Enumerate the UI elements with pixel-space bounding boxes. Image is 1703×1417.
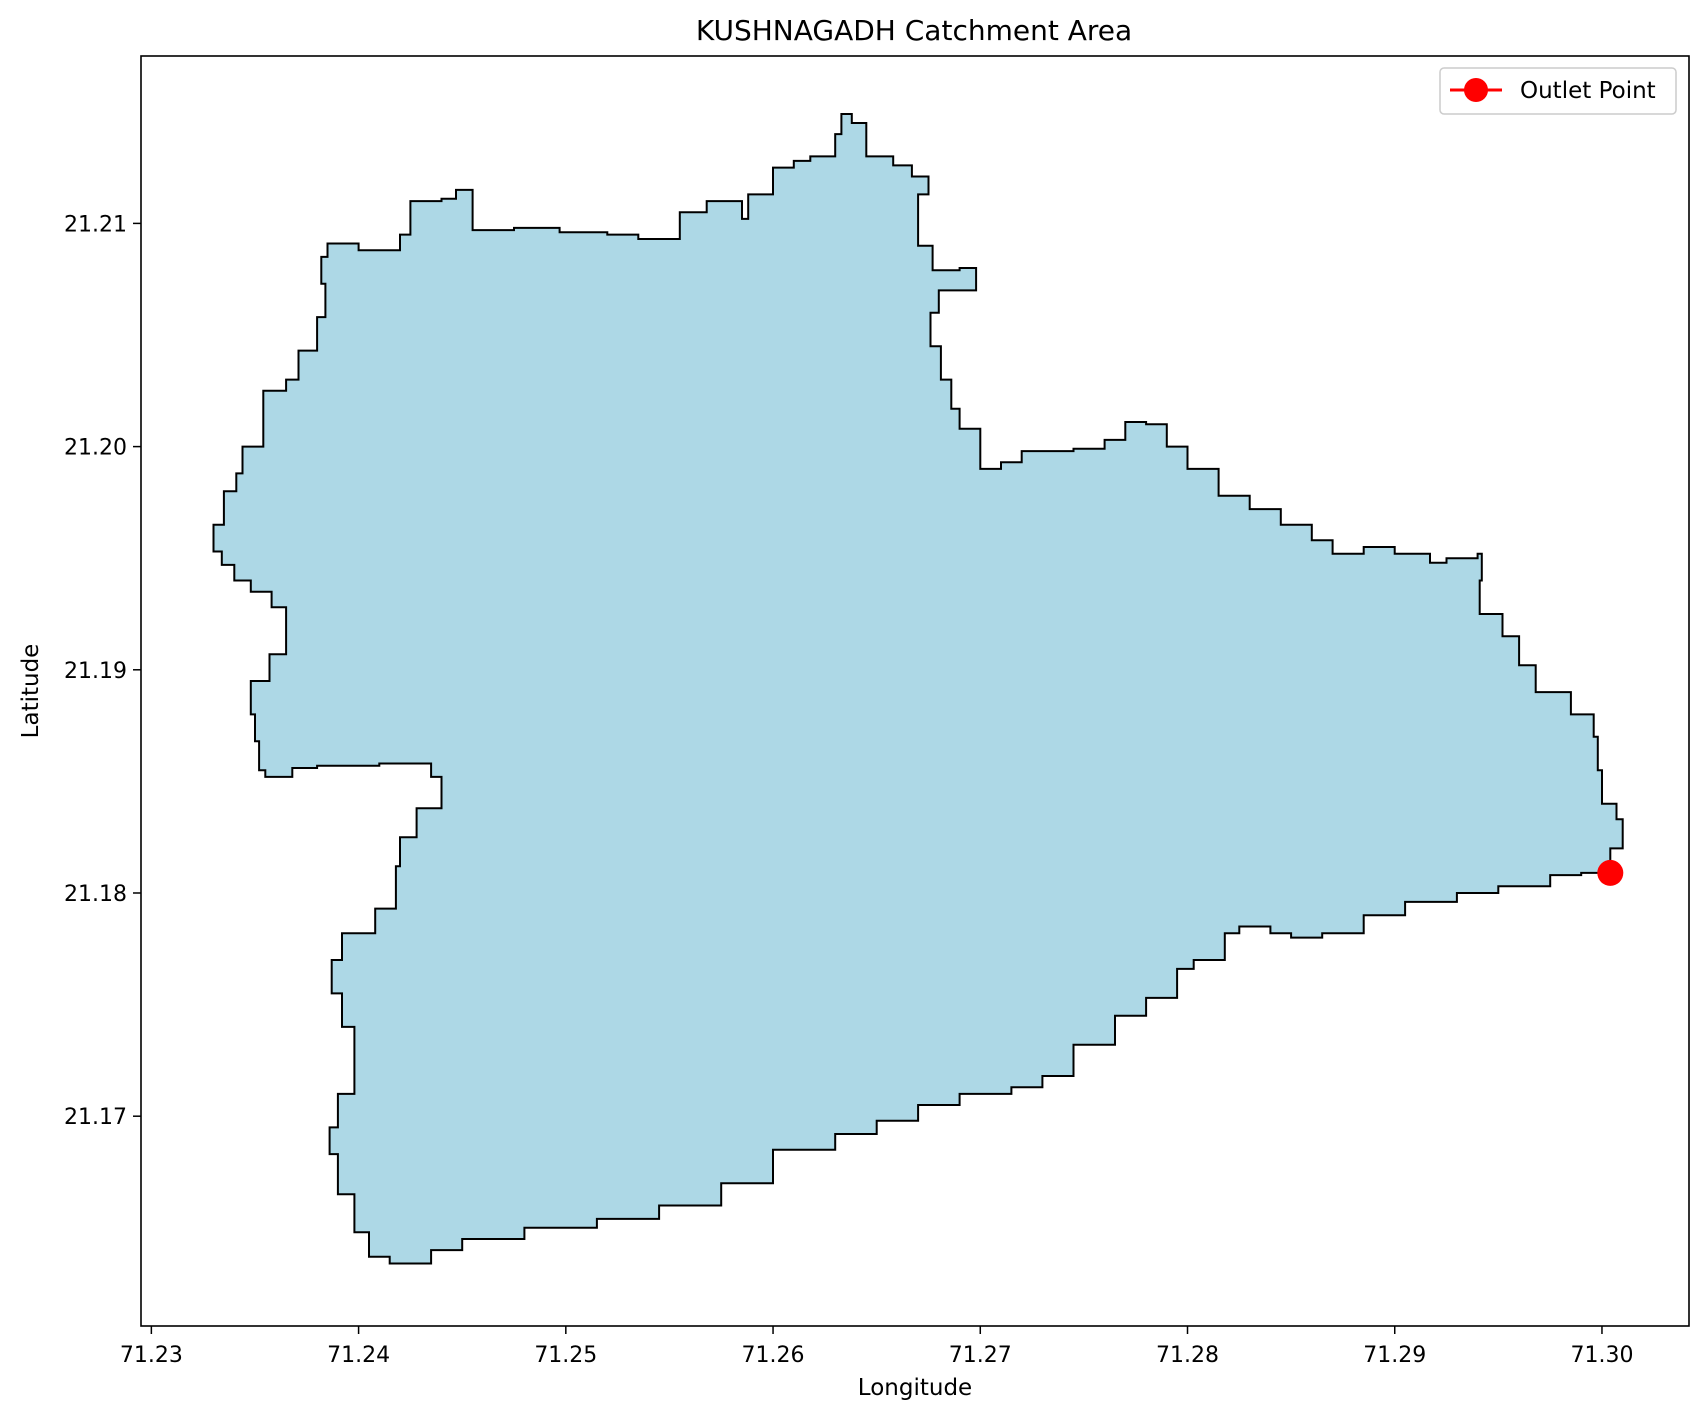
y-tick-label: 21.17 [64,1105,127,1130]
legend-frame [1439,67,1677,115]
catchment-polygon [212,113,1624,1265]
axes-frame [140,55,1690,1327]
x-tick-label: 71.23 [120,1343,183,1368]
legend-label: Outlet Point [1520,78,1656,104]
legend: Outlet Point [1439,67,1677,115]
x-tick-label: 71.28 [1156,1343,1219,1368]
y-tick-label: 21.21 [64,212,127,237]
x-tick-label: 71.27 [949,1343,1012,1368]
outlet-point-marker [1597,859,1624,886]
x-tick-label: 71.29 [1363,1343,1426,1368]
y-tick-label: 21.19 [64,659,127,684]
y-tick-label: 21.18 [64,882,127,907]
x-axis-label: Longitude [858,1375,972,1401]
x-tick-label: 71.24 [327,1343,390,1368]
x-tick-label: 71.25 [534,1343,597,1368]
x-axis: 71.23 71.24 71.25 71.26 71.27 71.28 71.29 71.30 [120,1326,1633,1368]
y-tick-label: 21.20 [64,436,127,461]
y-axis: 21.17 21.18 21.19 21.20 21.21 [64,212,141,1130]
legend-marker-icon [1464,78,1488,102]
y-axis-label: Latitude [18,644,44,739]
chart-title: KUSHNAGADH Catchment Area [696,14,1132,47]
x-tick-label: 71.26 [742,1343,805,1368]
x-tick-label: 71.30 [1570,1343,1633,1368]
plot-area [212,113,1624,1265]
